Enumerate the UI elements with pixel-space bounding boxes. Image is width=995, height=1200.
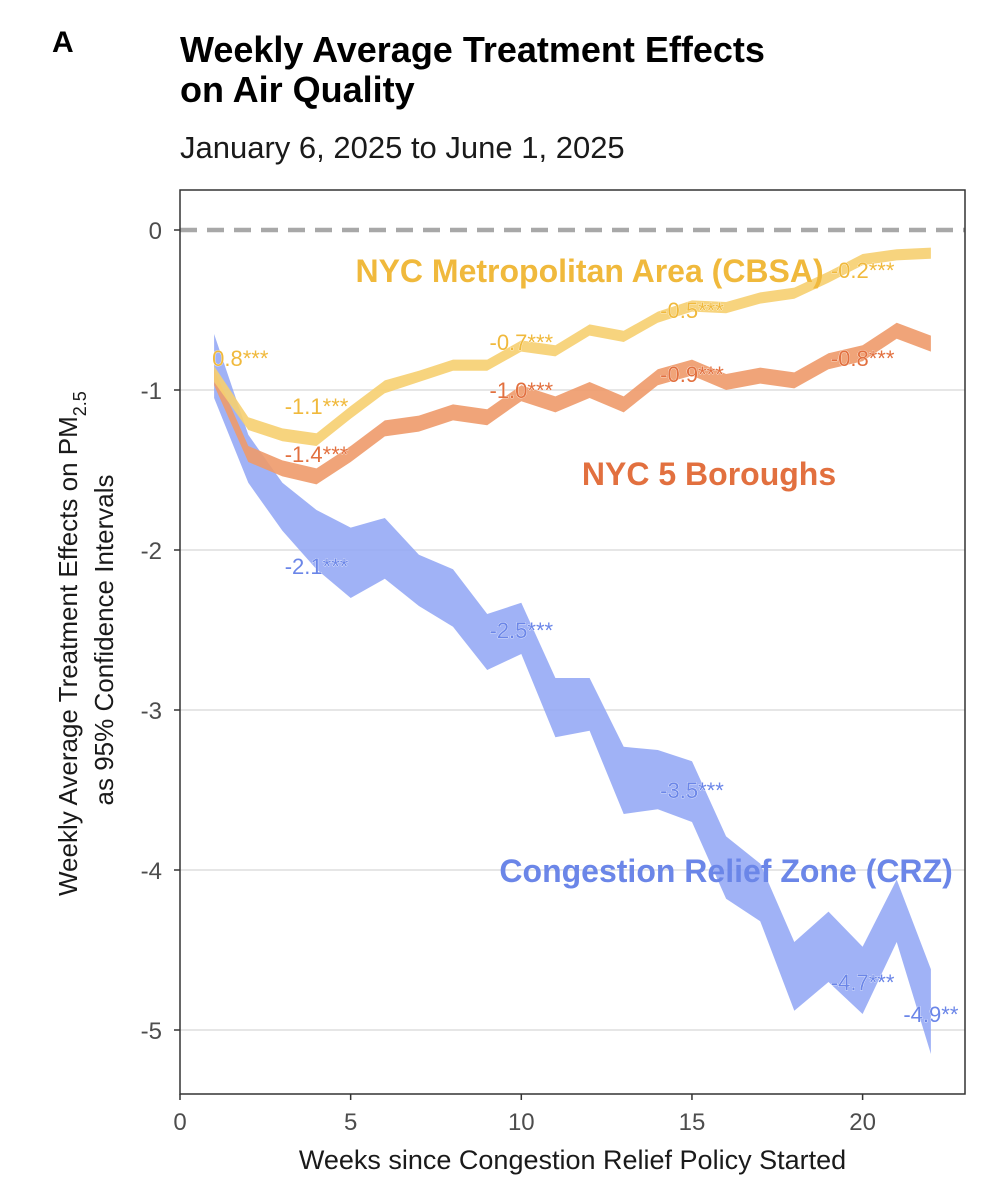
point-label-metro-1: -1.1*** [285,394,349,419]
y-axis-label-line2: as 95% Confidence Intervals [89,475,119,806]
chart-subtitle: January 6, 2025 to June 1, 2025 [180,130,625,165]
x-tick-label-1: 5 [344,1109,357,1136]
chart-title: Weekly Average Treatment Effects on Air … [180,30,960,110]
axis-layer: 0 5 10 15 20 0 -1 -2 -3 -4 -5 [141,218,876,1136]
y-axis-label-line1: Weekly Average Treatment Effects on PM [53,416,83,896]
point-label-boroughs-0: -1.4*** [285,442,349,467]
point-label-crz-1: -2.5*** [490,618,554,643]
plot-frame [179,189,966,1095]
point-label-metro-2: -0.7*** [490,330,554,355]
ci-band-boroughs [214,322,931,485]
x-tick-label-0: 0 [173,1109,186,1136]
point-label-metro-4: -0.2*** [831,258,895,283]
point-label-crz-2: -3.5*** [660,778,724,803]
y-tick-label-5: -5 [141,1018,162,1045]
x-tick-label-3: 15 [679,1109,706,1136]
point-label-metro-0: 0.8*** [212,346,269,371]
point-label-crz-0: -2.1*** [285,554,349,579]
y-axis-label-subscript: 2.5 [70,391,90,416]
series-direct-label-1: NYC 5 Boroughs [582,456,836,492]
point-label-boroughs-1: -1.0*** [490,378,554,403]
series-direct-label-0: NYC Metropolitan Area (CBSA) [355,253,823,289]
y-tick-label-1: -1 [141,378,162,405]
point-label-crz-4: -4.9** [903,1002,958,1027]
y-tick-label-4: -4 [141,858,162,885]
x-axis-label: Weeks since Congestion Relief Policy Sta… [298,1145,847,1175]
point-label-boroughs-2: -0.9*** [660,362,724,387]
ci-band-crz [214,334,931,1054]
y-axis-label: Weekly Average Treatment Effects on PM2.… [53,384,119,896]
title-line-2: on Air Quality [180,69,415,110]
x-tick-label-4: 20 [849,1109,876,1136]
y-tick-label-2: -2 [141,538,162,565]
point-label-boroughs-3: -0.8*** [831,346,895,371]
y-tick-label-0: 0 [149,218,162,245]
x-tick-label-2: 10 [508,1109,535,1136]
ci-band-metro [214,247,931,446]
panel-label: A [52,26,74,59]
band-layer [214,247,931,1054]
svg-text:Weekly Average Treatment Effec: Weekly Average Treatment Effects on PM2.… [53,384,119,896]
point-label-crz-3: -4.7*** [831,970,895,995]
series-direct-label-2: Congestion Relief Zone (CRZ) [499,853,952,889]
y-tick-label-3: -3 [141,698,162,725]
label-layer: 0.8*** -1.1*** -0.7*** -0.5*** -0.2*** -1.4**… [212,253,959,1027]
title-line-1: Weekly Average Treatment Effects [180,29,765,70]
point-label-metro-3: -0.5*** [660,298,724,323]
